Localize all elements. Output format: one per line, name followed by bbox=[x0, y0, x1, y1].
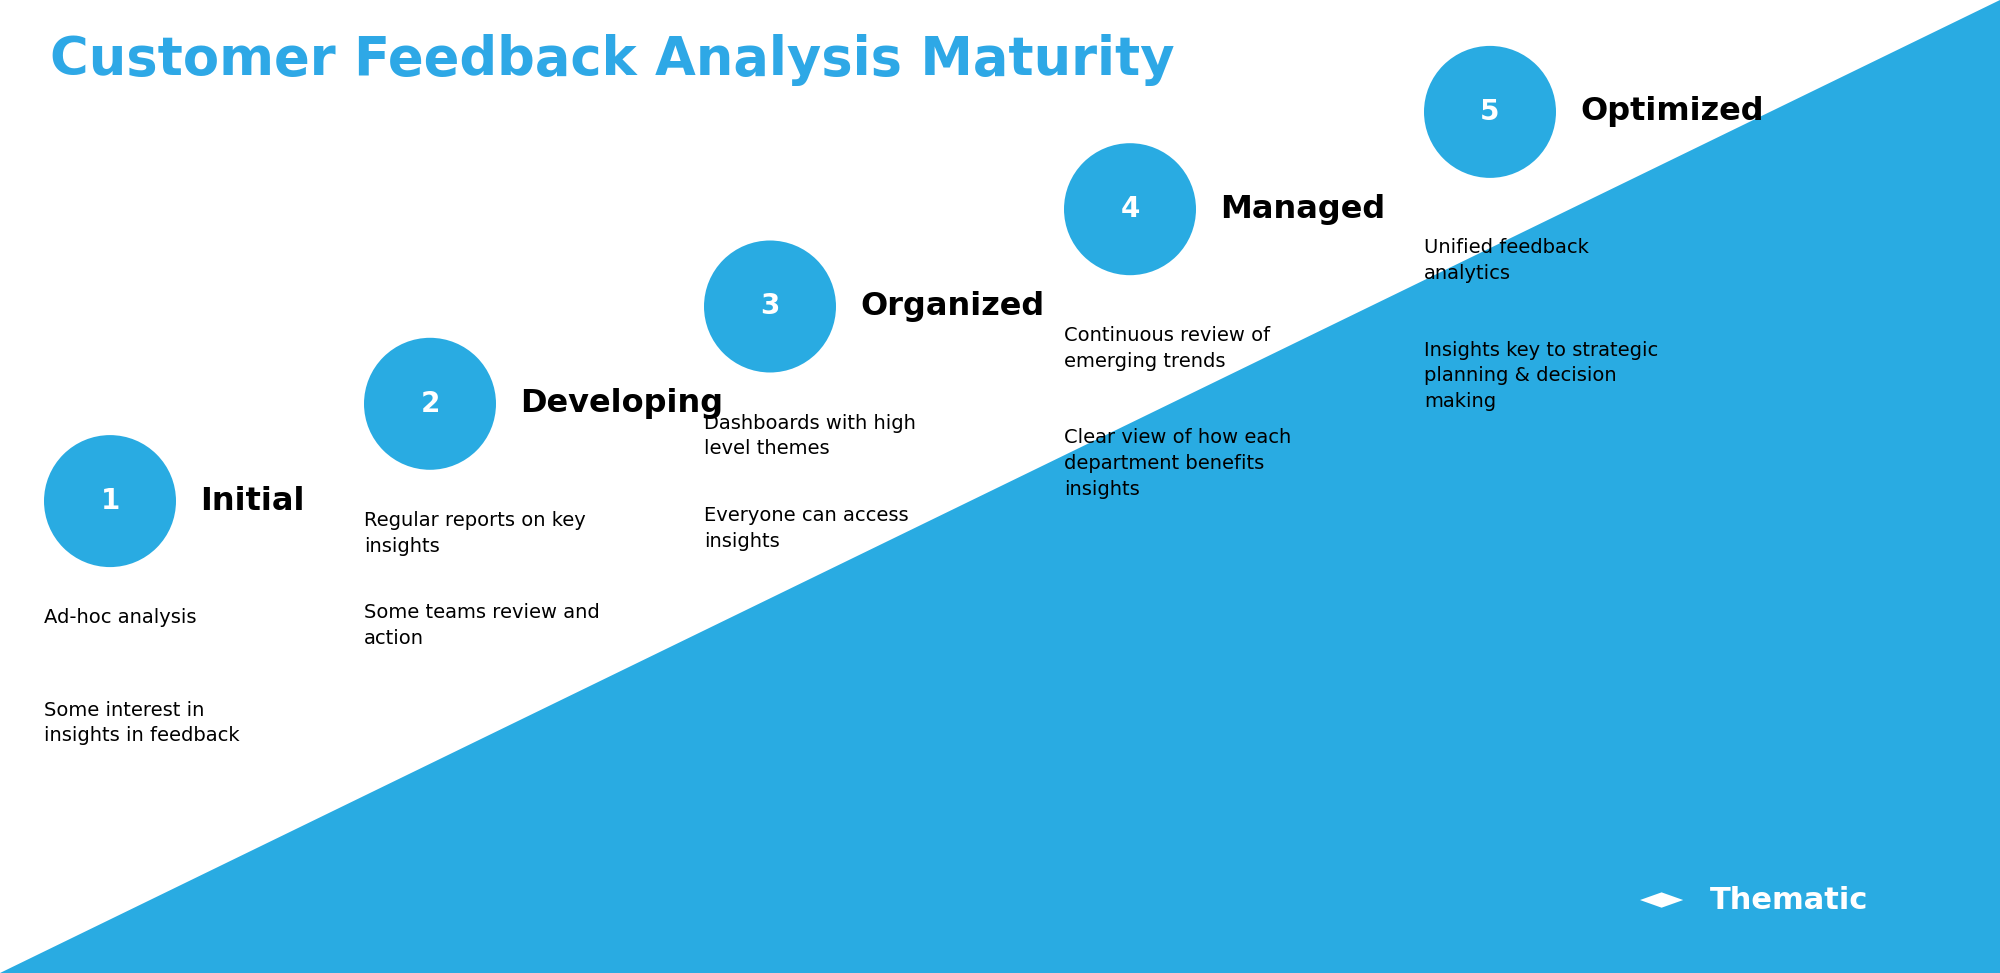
Ellipse shape bbox=[704, 240, 836, 373]
Text: 4: 4 bbox=[1120, 196, 1140, 223]
Ellipse shape bbox=[1064, 143, 1196, 275]
Polygon shape bbox=[1640, 892, 1684, 908]
Text: Managed: Managed bbox=[1220, 194, 1386, 225]
Text: Optimized: Optimized bbox=[1580, 96, 1764, 127]
Text: 3: 3 bbox=[760, 293, 780, 320]
Text: Insights key to strategic
planning & decision
making: Insights key to strategic planning & dec… bbox=[1424, 341, 1658, 411]
Text: Regular reports on key
insights: Regular reports on key insights bbox=[364, 511, 586, 556]
Text: Organized: Organized bbox=[860, 291, 1044, 322]
Text: 1: 1 bbox=[100, 487, 120, 515]
Text: Thematic: Thematic bbox=[1710, 885, 1868, 915]
Text: 5: 5 bbox=[1480, 98, 1500, 126]
Text: Everyone can access
insights: Everyone can access insights bbox=[704, 506, 908, 551]
Ellipse shape bbox=[364, 338, 496, 470]
Ellipse shape bbox=[1424, 46, 1556, 178]
Text: 2: 2 bbox=[420, 390, 440, 417]
Text: Clear view of how each
department benefits
insights: Clear view of how each department benefi… bbox=[1064, 428, 1292, 498]
Text: Dashboards with high
level themes: Dashboards with high level themes bbox=[704, 414, 916, 458]
Text: Some teams review and
action: Some teams review and action bbox=[364, 603, 600, 648]
Text: Ad-hoc analysis: Ad-hoc analysis bbox=[44, 608, 196, 628]
Text: Initial: Initial bbox=[200, 486, 304, 517]
Ellipse shape bbox=[44, 435, 176, 567]
Text: Developing: Developing bbox=[520, 388, 724, 419]
Text: Continuous review of
emerging trends: Continuous review of emerging trends bbox=[1064, 326, 1270, 371]
Text: Some interest in
insights in feedback: Some interest in insights in feedback bbox=[44, 701, 240, 745]
Text: Customer Feedback Analysis Maturity: Customer Feedback Analysis Maturity bbox=[50, 34, 1174, 86]
Text: Unified feedback
analytics: Unified feedback analytics bbox=[1424, 238, 1588, 283]
